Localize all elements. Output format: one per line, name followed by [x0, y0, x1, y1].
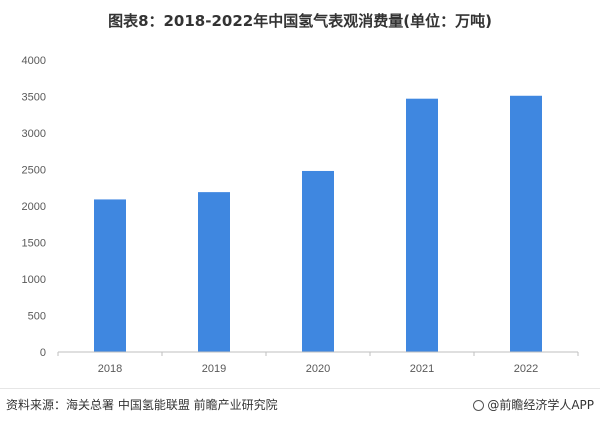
x-tick-label: 2020 [306, 363, 330, 375]
brand-credit: @前瞻经济学人APP [473, 396, 594, 413]
footer-divider [0, 388, 600, 389]
source-note: 资料来源：海关总署 中国氢能联盟 前瞻产业研究院 [6, 398, 278, 412]
bar-2019 [198, 192, 230, 352]
x-axis: 2018 2019 2020 2021 2022 [57, 352, 579, 375]
bars [94, 95, 542, 353]
bar-2018 [94, 199, 126, 352]
y-tick-label: 2000 [22, 201, 46, 213]
y-tick-label: 2500 [22, 165, 46, 177]
y-tick-label: 3000 [22, 128, 46, 140]
y-axis: 0 500 1000 1500 2000 2500 3000 3500 4000 [22, 55, 46, 359]
x-tick-label: 2021 [410, 363, 434, 375]
y-tick-label: 0 [40, 347, 46, 359]
y-tick-label: 3500 [22, 92, 46, 104]
bar-2021 [406, 98, 438, 352]
y-tick-label: 500 [28, 311, 46, 323]
y-tick-label: 1500 [22, 238, 46, 250]
brand-label: @前瞻经济学人APP [487, 398, 594, 412]
chart-title: 图表8：2018-2022年中国氢气表观消费量(单位：万吨) [108, 12, 492, 30]
bar-2020 [302, 170, 334, 352]
y-tick-label: 1000 [22, 274, 46, 286]
x-tick-label: 2019 [202, 363, 226, 375]
bar-2022 [510, 95, 542, 353]
x-tick-label: 2018 [98, 363, 122, 375]
brand-logo-icon [473, 400, 485, 411]
x-tick-label: 2022 [514, 363, 538, 375]
y-tick-label: 4000 [22, 55, 46, 67]
